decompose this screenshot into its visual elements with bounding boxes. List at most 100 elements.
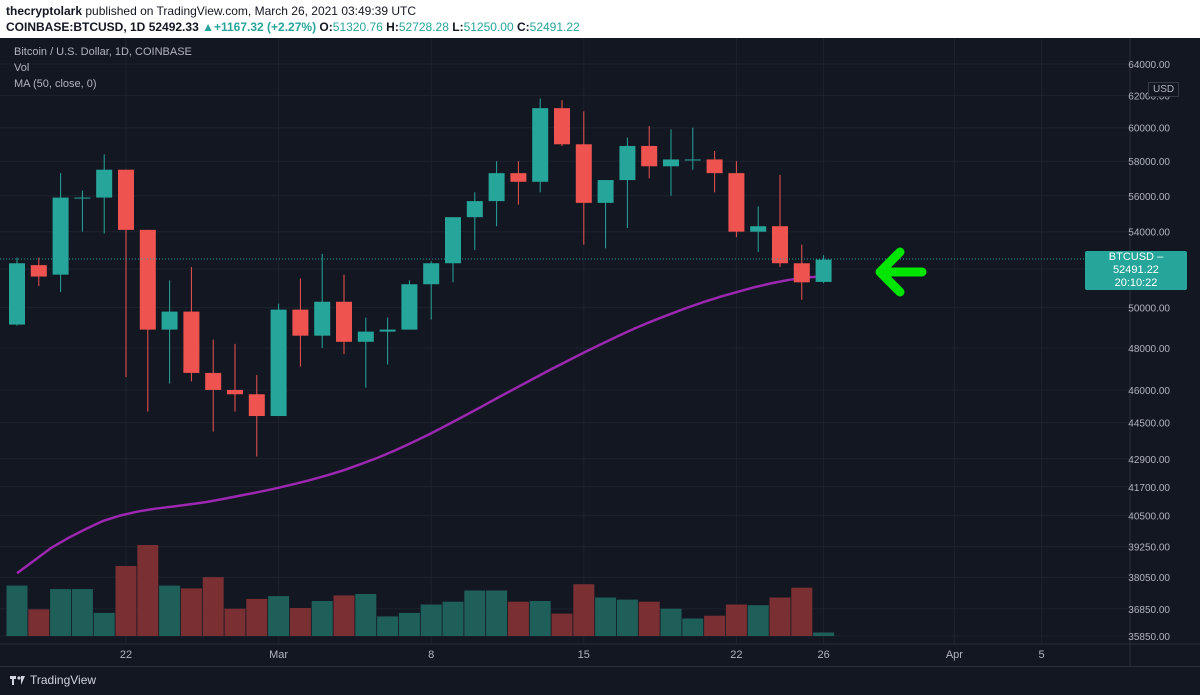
candle-body: [597, 180, 614, 203]
x-tick-label: 8: [428, 649, 434, 661]
volume-bar: [682, 618, 704, 636]
y-tick-label: 38050.00: [1128, 573, 1170, 584]
high-value: 52728.28: [398, 20, 449, 34]
candle-body: [205, 372, 222, 390]
candle-body: [466, 201, 483, 218]
header-bar: thecryptolark published on TradingView.c…: [0, 0, 1200, 38]
volume-bar: [398, 612, 420, 636]
legend-ma[interactable]: MA (50, close, 0): [14, 78, 97, 90]
volume-bar: [377, 616, 399, 636]
candle-body: [161, 311, 178, 330]
candle-body: [772, 226, 788, 264]
y-tick-label: 60000.00: [1128, 124, 1170, 135]
price-tag-symbol: BTCUSD: [1108, 251, 1155, 263]
candle-body: [401, 284, 418, 330]
y-tick-label: 35850.00: [1128, 632, 1170, 643]
candle-body: [641, 145, 658, 167]
volume-bar: [486, 590, 508, 636]
y-tick-label: 39250.00: [1128, 543, 1170, 554]
candle-body: [706, 159, 723, 174]
up-triangle-icon: ▲: [202, 20, 214, 34]
y-tick-label: 64000.00: [1128, 60, 1170, 71]
volume-bar: [725, 604, 747, 636]
y-tick-label: 40500.00: [1128, 512, 1170, 523]
x-tick-label: Mar: [269, 649, 288, 661]
y-axis: 64000.0062000.0060000.0058000.0056000.00…: [1128, 38, 1170, 666]
volume-bar: [93, 612, 115, 636]
close-label: C:: [516, 20, 530, 34]
currency-label[interactable]: USD: [1148, 82, 1180, 97]
ohlc-line: COINBASE:BTCUSD, 1D 52492.33 ▲+1167.32 (…: [6, 20, 580, 34]
x-tick-label: 15: [578, 649, 590, 661]
volume-bar: [551, 613, 573, 636]
x-tick-label: 22: [730, 649, 742, 661]
volume-bar: [507, 601, 529, 636]
x-tick-label: 22: [120, 649, 132, 661]
volume-bar: [115, 566, 137, 636]
candles: [9, 98, 832, 457]
volume-bar: [464, 590, 486, 636]
candle-body: [728, 173, 745, 232]
volume-bar: [704, 615, 726, 636]
candle-body: [357, 331, 374, 342]
volume-bar: [6, 585, 28, 636]
open-value: 51320.76: [332, 20, 383, 34]
volume-bar: [50, 589, 72, 636]
volume-bar: [420, 604, 442, 636]
volume-bar: [529, 601, 551, 636]
volume-bar: [442, 601, 464, 636]
candle-body: [750, 226, 767, 232]
volume-bar: [311, 601, 333, 636]
candle-body: [118, 169, 134, 230]
candle-body: [510, 173, 527, 182]
candle-body: [575, 144, 592, 203]
volume-bar: [660, 608, 682, 636]
volume-bar: [137, 545, 159, 636]
volume-bar: [791, 587, 813, 636]
candle-body: [74, 197, 91, 199]
candle-body: [183, 311, 200, 373]
candle-body: [793, 263, 810, 283]
x-tick-label: Apr: [946, 649, 963, 661]
volume-bar: [333, 595, 355, 636]
publish-line: thecryptolark published on TradingView.c…: [6, 4, 416, 18]
price-chart[interactable]: 64000.0062000.0060000.0058000.0056000.00…: [0, 38, 1200, 666]
volume-bar: [180, 588, 202, 636]
price-change: +1167.32 (+2.27%): [213, 20, 317, 34]
volume-bar: [289, 608, 311, 636]
y-tick-label: 54000.00: [1128, 228, 1170, 239]
candle-body: [227, 389, 243, 395]
candle-body: [532, 108, 549, 182]
tradingview-logo[interactable]: TradingView: [10, 673, 96, 687]
y-tick-label: 46000.00: [1128, 386, 1170, 397]
publisher-name[interactable]: thecryptolark: [6, 4, 83, 18]
y-tick-label: 42900.00: [1128, 455, 1170, 466]
legend-vol[interactable]: Vol: [14, 62, 30, 74]
volume-bar: [638, 601, 660, 636]
symbol-line: COINBASE:BTCUSD, 1D: [6, 20, 146, 34]
candle-body: [379, 329, 396, 332]
price-tag-price: 52491.22: [1113, 264, 1159, 276]
volume-bar: [159, 585, 181, 636]
price-tag-symbol-price: BTCUSD – 52491.22: [1108, 251, 1164, 276]
ma-line-path: [16, 274, 824, 575]
candle-body: [663, 159, 679, 167]
y-tick-label: 41700.00: [1128, 483, 1170, 494]
candle-body: [336, 301, 352, 342]
chart-area[interactable]: 64000.0062000.0060000.0058000.0056000.00…: [0, 38, 1200, 666]
volume-bar: [355, 594, 377, 636]
candle-body: [684, 159, 701, 161]
candle-body: [423, 263, 440, 285]
volume-bar: [202, 577, 224, 636]
volume-bar: [573, 584, 595, 636]
candle-body: [9, 263, 25, 325]
candle-body: [619, 145, 636, 181]
candle-body: [96, 169, 113, 198]
x-tick-label: 26: [817, 649, 829, 661]
volume-bar: [813, 632, 835, 636]
candle-body: [270, 309, 287, 417]
y-tick-label: 56000.00: [1128, 192, 1170, 203]
volume-bar: [268, 596, 290, 636]
volume-bar: [769, 597, 791, 636]
green-arrow-icon: [875, 247, 927, 297]
